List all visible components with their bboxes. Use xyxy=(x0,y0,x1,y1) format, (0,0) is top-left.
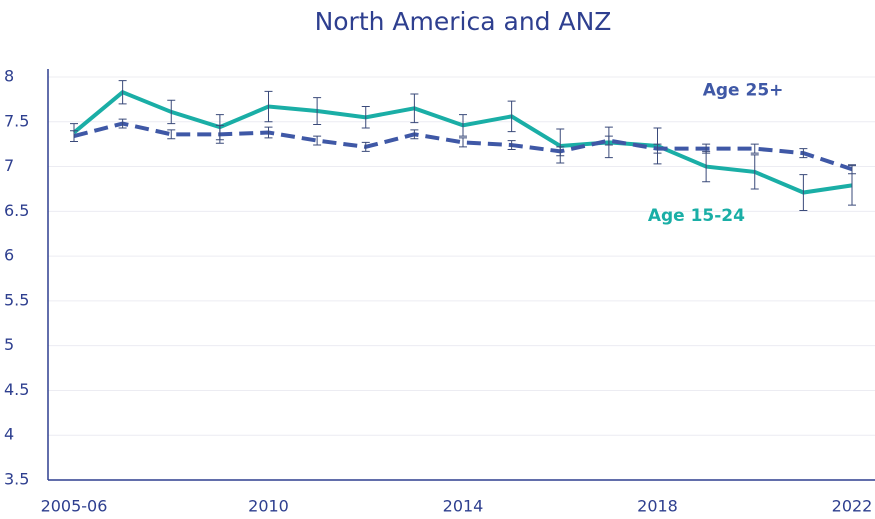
y-tick-label: 5 xyxy=(4,335,14,354)
error-bar xyxy=(313,97,322,125)
error-bar xyxy=(118,118,127,129)
error-bar xyxy=(459,137,467,148)
error-bar xyxy=(410,93,419,124)
error-bar xyxy=(750,143,759,154)
error-bar xyxy=(215,124,224,144)
error-bar xyxy=(70,130,78,142)
error-bar xyxy=(361,106,370,129)
error-bar xyxy=(750,154,759,190)
error-bar xyxy=(799,174,808,211)
y-tick-label: 6 xyxy=(4,246,14,265)
y-tick-label: 8 xyxy=(4,67,14,86)
y-tick-label: 7 xyxy=(4,156,14,175)
error-bar xyxy=(410,129,419,140)
error-bar xyxy=(313,135,322,146)
error-bar xyxy=(799,148,808,159)
chart-title: North America and ANZ xyxy=(315,7,612,36)
error-bar xyxy=(361,141,370,152)
error-bar xyxy=(507,100,516,133)
error-bar xyxy=(556,128,565,164)
series-line xyxy=(73,121,853,172)
error-bar xyxy=(653,143,662,154)
error-bar xyxy=(264,90,273,123)
x-tick-label: 2018 xyxy=(637,497,678,516)
y-tick-label: 4.5 xyxy=(4,380,29,399)
error-bar xyxy=(604,135,613,146)
error-bar xyxy=(848,164,856,175)
error-bar xyxy=(167,99,176,125)
y-tick-label: 6.5 xyxy=(4,201,29,220)
error-bar xyxy=(167,129,176,140)
x-tick-label: 2010 xyxy=(248,497,289,516)
y-tick-label: 4 xyxy=(4,425,14,444)
error-bar xyxy=(507,140,516,151)
x-tick-label: 2014 xyxy=(443,497,484,516)
y-tick-label: 5.5 xyxy=(4,290,29,309)
y-tick-label: 3.5 xyxy=(4,470,29,489)
error-bar xyxy=(264,126,273,139)
error-bar xyxy=(118,80,127,105)
error-bar xyxy=(556,146,565,157)
x-tick-label: 2005-06 xyxy=(41,497,108,516)
series-label: Age 25+ xyxy=(703,80,784,100)
series-label: Age 15-24 xyxy=(648,206,745,226)
y-tick-label: 7.5 xyxy=(4,111,29,130)
x-tick-label: 2022 xyxy=(832,497,873,516)
error-bar xyxy=(459,114,467,137)
error-bar xyxy=(702,143,711,154)
